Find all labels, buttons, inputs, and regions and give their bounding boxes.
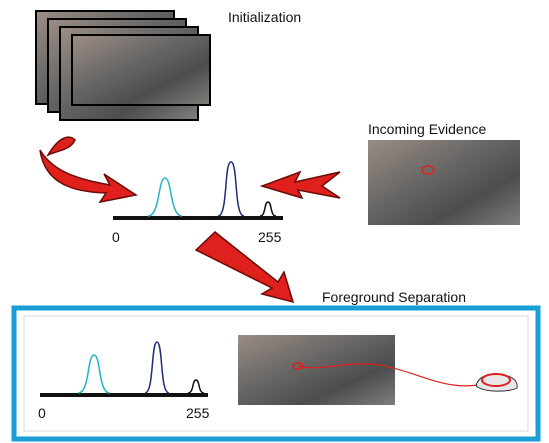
initialization-label: Initialization — [228, 9, 301, 25]
result-axis-min: 0 — [38, 405, 46, 421]
result-image — [238, 335, 395, 405]
frame-stack — [35, 10, 211, 121]
evidence-label: Incoming Evidence — [368, 121, 487, 137]
model-histogram — [113, 162, 283, 218]
arrow-evidence — [262, 172, 340, 198]
axis-min: 0 — [112, 229, 120, 245]
arrow-init — [40, 137, 136, 202]
axis-max: 255 — [258, 229, 282, 245]
result-axis-max: 255 — [186, 405, 210, 421]
evidence-image — [368, 140, 520, 225]
diagram: Initialization 0 255 Incoming Evidence F… — [0, 0, 549, 443]
result-label: Foreground Separation — [322, 289, 466, 305]
